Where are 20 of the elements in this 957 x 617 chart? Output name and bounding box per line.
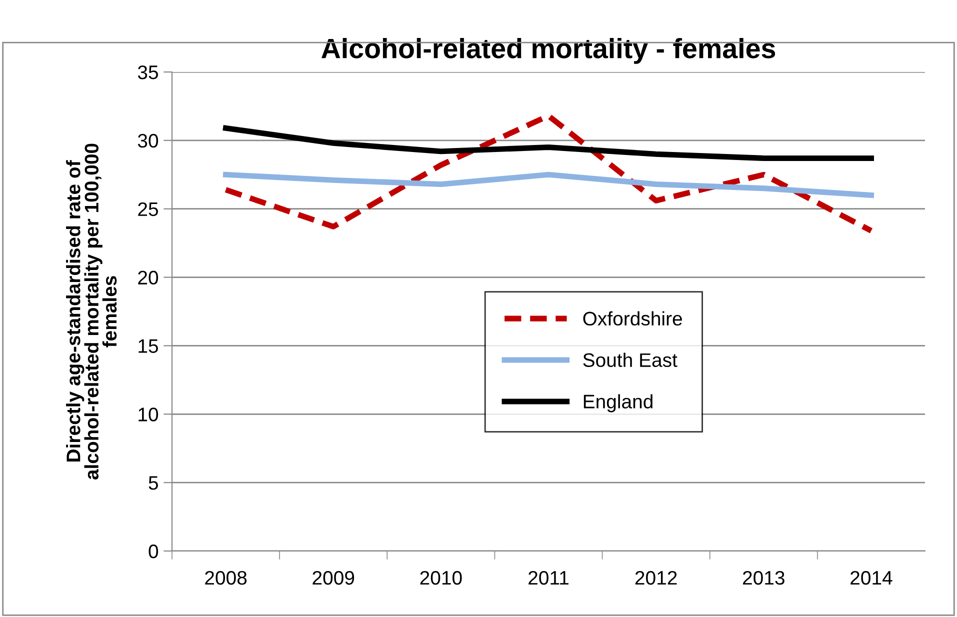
y-tick-label: 25	[138, 202, 158, 216]
x-tick-label: 2013	[742, 570, 784, 585]
chart-title: Alcohol-related mortality - females	[322, 38, 776, 64]
x-tick-label: 2009	[312, 570, 354, 585]
y-tick-label: 35	[138, 65, 158, 80]
x-tick-label: 2008	[205, 570, 247, 585]
legend-label: Oxfordshire	[583, 311, 682, 326]
y-tick-label: 10	[138, 408, 158, 422]
y-tick-label: 5	[148, 476, 158, 490]
legend-label: South East	[583, 352, 678, 368]
y-tick-label: 20	[138, 270, 158, 285]
y-tick-label: 0	[148, 544, 158, 558]
x-tick-label: 2012	[635, 570, 677, 585]
y-tick-label: 15	[138, 339, 158, 353]
y-tick-label: 30	[138, 134, 158, 148]
legend-label: England	[584, 394, 652, 412]
x-tick-label: 2010	[420, 570, 462, 585]
x-tick-label: 2011	[528, 570, 568, 585]
y-axis-title: Directly age-standardised rate of alcohol-related mortality per 100,000 females	[66, 144, 117, 480]
x-tick-label: 2014	[850, 570, 892, 585]
